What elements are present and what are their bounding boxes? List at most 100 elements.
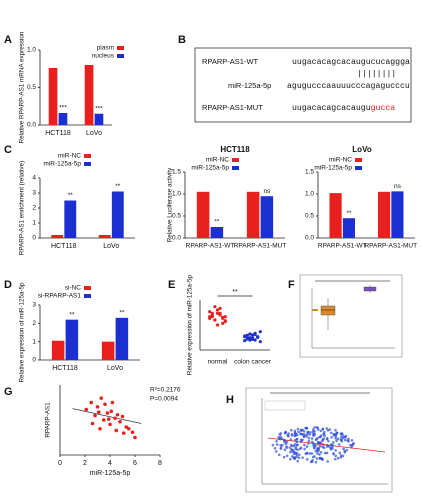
pairing-bars: |||||||| xyxy=(357,69,396,79)
x-tick-label: normal xyxy=(208,359,228,366)
inset-dot xyxy=(342,447,345,451)
x-tick-label: LoVo xyxy=(107,365,123,372)
legend-swatch xyxy=(84,294,91,298)
x-tick-label: colon cancer xyxy=(234,359,272,366)
significance-label: ns xyxy=(394,183,402,190)
inset-dot xyxy=(319,456,322,460)
y-axis-label: Relative RPARP-AS1 mRNA expression xyxy=(19,31,26,143)
y-tick-label: 0 xyxy=(32,235,36,242)
inset-dot xyxy=(279,435,282,438)
inset-dot xyxy=(316,426,319,429)
inset-dot xyxy=(312,446,316,449)
x-tick-label: 0 xyxy=(58,460,62,467)
data-point xyxy=(120,414,125,419)
data-point xyxy=(108,422,112,427)
x-tick-label: RPARP-AS1-WT xyxy=(318,243,367,250)
data-point xyxy=(258,340,262,344)
data-point xyxy=(124,425,129,429)
inset-dot xyxy=(308,433,311,436)
inset-dot xyxy=(289,450,292,454)
sequence: agugucccaauuucccagagucccu xyxy=(287,82,410,91)
inset-dot xyxy=(279,446,283,449)
inset-dot xyxy=(313,433,316,437)
chart-title: LoVo xyxy=(352,145,372,154)
panel-letter: B xyxy=(178,34,186,46)
bar xyxy=(51,235,64,238)
data-point xyxy=(250,337,255,341)
data-point xyxy=(84,407,89,412)
legend-swatch xyxy=(232,158,239,162)
legend-label: miR-NC xyxy=(329,157,352,164)
x-tick-label: LoVo xyxy=(86,130,102,137)
data-point xyxy=(218,311,222,315)
inset-dot xyxy=(334,436,337,440)
data-point xyxy=(208,316,212,320)
inset-dot xyxy=(343,449,347,453)
inset-dot xyxy=(304,426,308,430)
inset-dot xyxy=(318,453,321,456)
x-tick-label: 4 xyxy=(108,460,112,467)
inset-dot xyxy=(322,432,325,436)
x-tick-label: HCT118 xyxy=(52,365,78,372)
y-tick-label: 1.0 xyxy=(305,191,314,198)
inset-dot xyxy=(295,437,299,441)
bar xyxy=(210,227,224,238)
data-point xyxy=(253,333,257,337)
inset-dot xyxy=(284,442,288,446)
inset-dot xyxy=(339,456,343,459)
legend-swatch xyxy=(84,154,91,158)
y-tick-label: 0.5 xyxy=(27,84,36,91)
inset-dot xyxy=(329,431,333,435)
legend-label: miR-NC xyxy=(58,153,81,160)
inset-dot xyxy=(288,457,292,461)
inset-dot xyxy=(339,432,343,436)
panel-letter: C xyxy=(4,144,12,156)
inset-dot xyxy=(321,427,325,431)
inset-dot xyxy=(347,437,350,441)
data-point xyxy=(248,336,252,340)
x-tick-label: 2 xyxy=(83,460,87,467)
inset-dot xyxy=(334,449,337,452)
inset-dot xyxy=(279,443,282,447)
sequence-label: miR-125a-5p xyxy=(228,81,271,90)
inset-dot xyxy=(301,438,304,442)
inset-dot xyxy=(316,428,320,431)
data-point xyxy=(89,400,94,405)
inset-dot xyxy=(323,451,327,455)
sequence-label: RPARP-AS1-WT xyxy=(202,57,259,66)
y-tick-label: 0.5 xyxy=(305,213,314,220)
legend-swatch xyxy=(355,158,362,162)
significance-label: ** xyxy=(232,289,238,296)
inset-trend xyxy=(267,437,386,453)
y-axis-label: Relative expression of miR-125a-5p xyxy=(187,274,194,375)
inset-dot xyxy=(277,436,280,439)
inset-dot xyxy=(335,431,339,435)
data-point xyxy=(258,330,262,334)
data-point xyxy=(245,337,249,341)
inset-dot xyxy=(316,447,319,450)
inset-dot xyxy=(295,452,299,455)
inset-dot xyxy=(305,445,309,448)
bar xyxy=(196,191,210,238)
data-point xyxy=(245,333,249,337)
inset-dot xyxy=(289,443,293,447)
inset-dot xyxy=(289,438,293,441)
x-axis-label: miR-125a-5p xyxy=(90,470,131,477)
inset-dot xyxy=(288,446,292,449)
data-point xyxy=(93,413,97,418)
data-point xyxy=(106,417,111,421)
inset-scatter-image xyxy=(245,387,393,493)
y-tick-label: 0.0 xyxy=(305,235,314,242)
inset-dot xyxy=(283,431,287,435)
mutated-part: gucca xyxy=(371,104,396,113)
inset-dot xyxy=(345,448,349,452)
inset-dot xyxy=(305,458,309,461)
panel-letter: H xyxy=(226,394,234,406)
x-tick-label: RPARP-AS1-MUT xyxy=(364,243,417,250)
inset-dot xyxy=(326,437,329,440)
inset-dot xyxy=(319,434,323,437)
inset-dot xyxy=(292,452,296,456)
y-axis-label: Relative Luciferase activity xyxy=(167,167,174,242)
inset-dot xyxy=(310,452,314,455)
